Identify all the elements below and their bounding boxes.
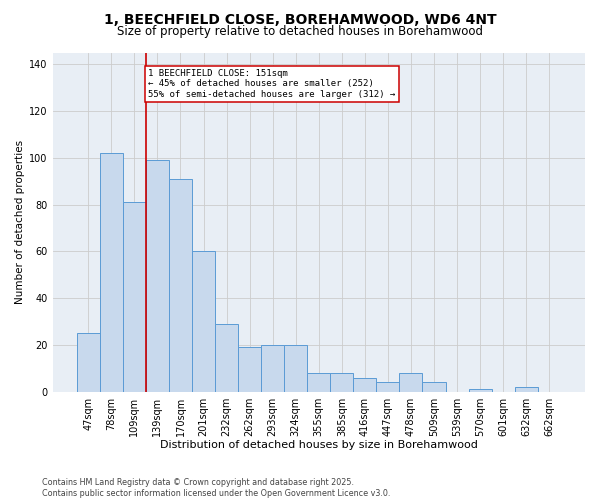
Bar <box>400 373 422 392</box>
Bar <box>123 202 146 392</box>
Bar <box>261 345 284 392</box>
Bar <box>238 347 261 392</box>
Bar <box>376 382 400 392</box>
X-axis label: Distribution of detached houses by size in Borehamwood: Distribution of detached houses by size … <box>160 440 478 450</box>
Text: Size of property relative to detached houses in Borehamwood: Size of property relative to detached ho… <box>117 25 483 38</box>
Text: 1 BEECHFIELD CLOSE: 151sqm
← 45% of detached houses are smaller (252)
55% of sem: 1 BEECHFIELD CLOSE: 151sqm ← 45% of deta… <box>148 69 395 98</box>
Bar <box>77 333 100 392</box>
Bar <box>422 382 446 392</box>
Y-axis label: Number of detached properties: Number of detached properties <box>15 140 25 304</box>
Bar <box>307 373 330 392</box>
Bar <box>284 345 307 392</box>
Text: Contains HM Land Registry data © Crown copyright and database right 2025.
Contai: Contains HM Land Registry data © Crown c… <box>42 478 391 498</box>
Bar <box>169 179 192 392</box>
Bar <box>515 387 538 392</box>
Bar <box>146 160 169 392</box>
Text: 1, BEECHFIELD CLOSE, BOREHAMWOOD, WD6 4NT: 1, BEECHFIELD CLOSE, BOREHAMWOOD, WD6 4N… <box>104 12 496 26</box>
Bar <box>469 390 491 392</box>
Bar <box>215 324 238 392</box>
Bar <box>192 252 215 392</box>
Title: 1, BEECHFIELD CLOSE, BOREHAMWOOD, WD6 4NT
Size of property relative to detached : 1, BEECHFIELD CLOSE, BOREHAMWOOD, WD6 4N… <box>0 499 1 500</box>
Bar <box>353 378 376 392</box>
Bar <box>100 153 123 392</box>
Bar <box>330 373 353 392</box>
